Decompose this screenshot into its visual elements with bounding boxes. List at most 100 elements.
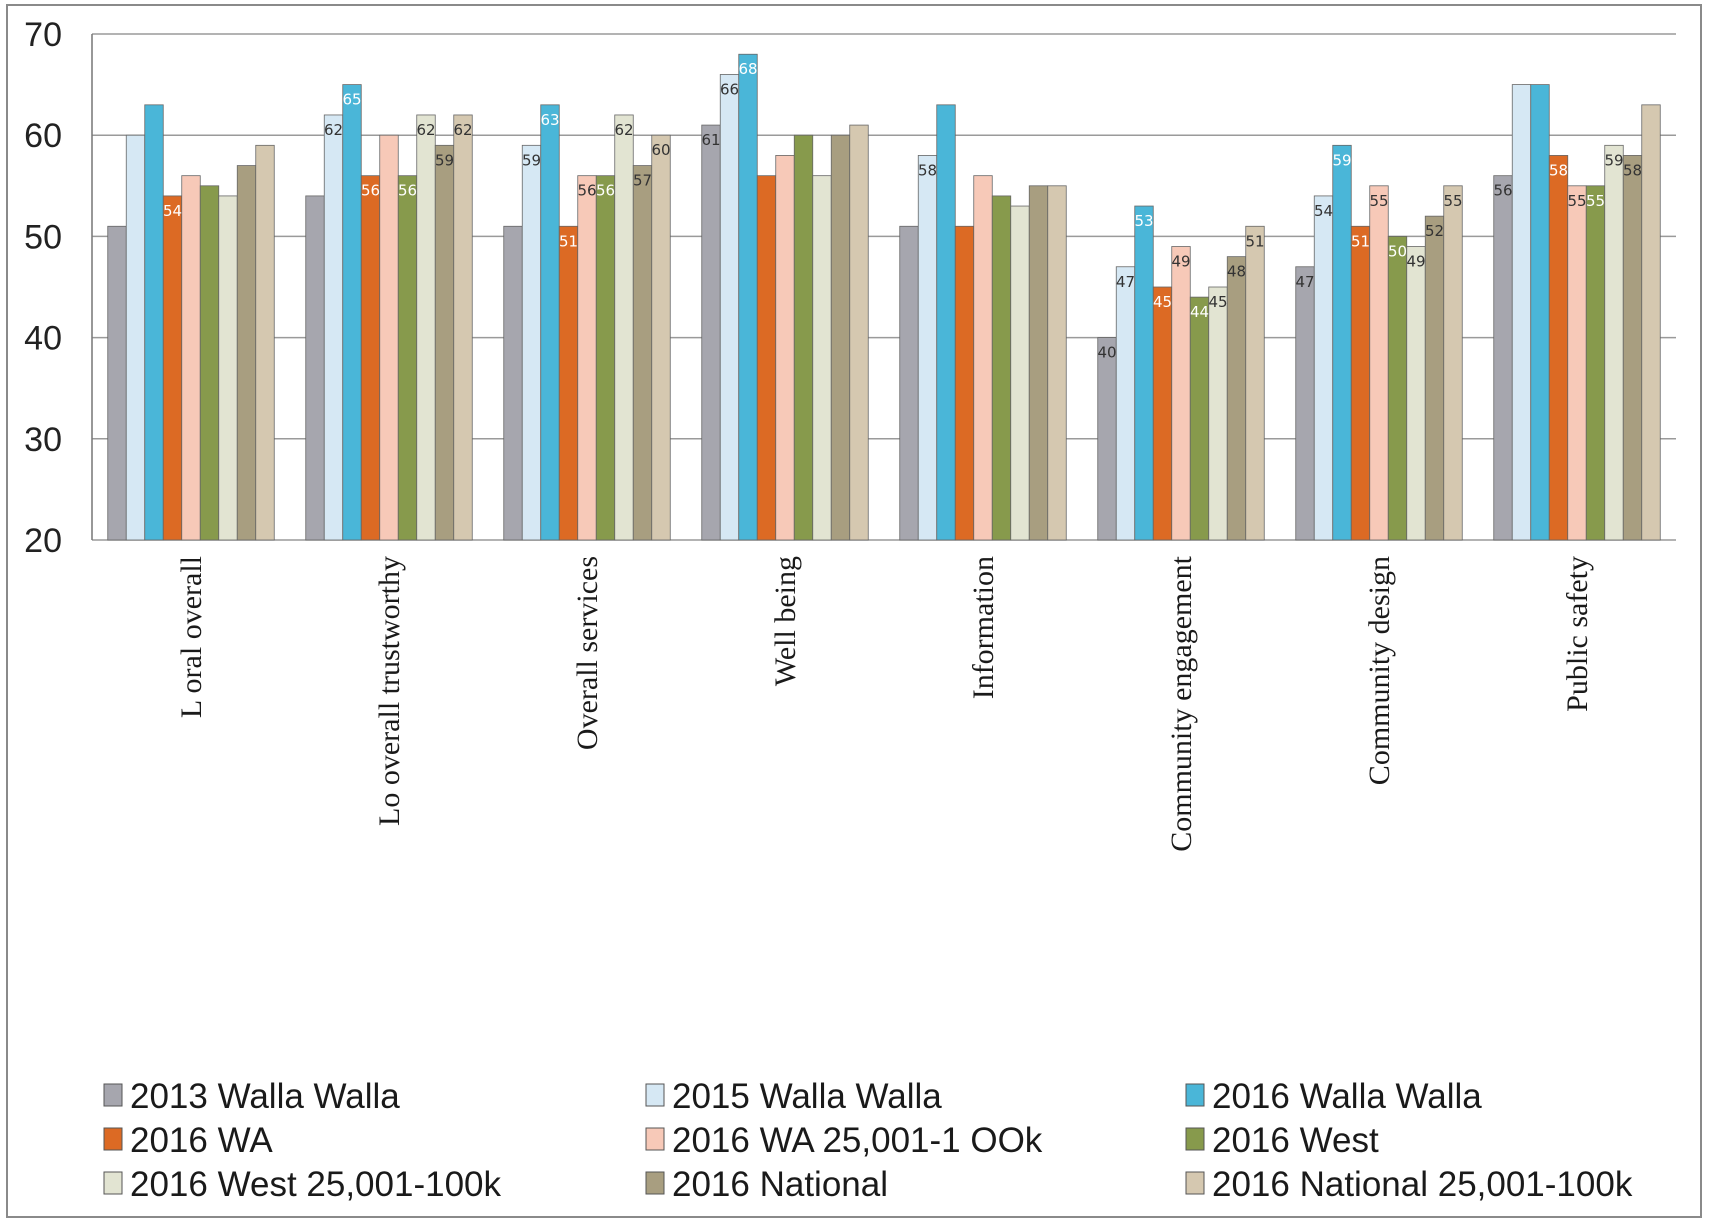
category-label: Public safety	[1561, 556, 1594, 712]
y-axis: 20 30 40 50 60 70	[24, 16, 93, 560]
category-label: Lo overall trustworthy	[373, 556, 406, 826]
bar-2-1	[521, 144, 542, 541]
legend-swatch	[1185, 1083, 1205, 1107]
data-label: 51	[559, 232, 578, 250]
bar-5-8	[1245, 225, 1265, 541]
data-label: 55	[1369, 192, 1388, 210]
bar-3-7	[830, 134, 851, 541]
legend-swatch	[103, 1083, 123, 1107]
category-label: Community design	[1363, 556, 1396, 785]
y-tick-label: 70	[24, 16, 62, 54]
bar-7-1	[1511, 84, 1532, 541]
y-tick-label: 50	[24, 218, 62, 256]
data-label: 51	[1245, 232, 1264, 250]
data-label: 45	[1153, 293, 1172, 311]
bar-3-1	[719, 74, 740, 541]
bar-4-7	[1028, 185, 1049, 541]
legend-swatch	[1185, 1171, 1205, 1195]
bar-1-6	[416, 114, 436, 541]
data-label: 51	[1351, 232, 1370, 250]
bar-7-7	[1622, 155, 1643, 541]
data-label: 49	[1406, 253, 1425, 271]
data-label: 59	[522, 151, 541, 169]
data-label: 56	[577, 182, 596, 200]
y-tick-label: 40	[24, 320, 62, 358]
data-label: 58	[1623, 161, 1642, 179]
bar-1-1	[323, 114, 344, 541]
data-label: 60	[651, 141, 670, 159]
legend-swatch	[103, 1127, 123, 1151]
bar-2-4	[577, 175, 597, 541]
bar-0-3	[162, 195, 183, 541]
legend-label: 2016 National 25,001-100k	[1212, 1165, 1633, 1204]
data-label: 56	[398, 182, 417, 200]
bar-5-0	[1097, 337, 1117, 541]
legend-label: 2016 West 25,001-100k	[130, 1165, 502, 1204]
data-label: 62	[614, 121, 633, 139]
legend-swatch	[103, 1171, 123, 1195]
data-label: 68	[738, 60, 757, 78]
bar-4-2	[936, 104, 956, 541]
bar-1-2	[342, 84, 362, 541]
data-label: 54	[1314, 202, 1333, 220]
bar-2-6	[614, 114, 634, 541]
bar-1-4	[379, 134, 399, 541]
bar-2-5	[595, 175, 616, 541]
data-label: 50	[1388, 242, 1407, 260]
bars	[107, 53, 1661, 541]
data-label: 57	[633, 172, 652, 190]
bar-6-2	[1332, 144, 1352, 541]
bar-7-4	[1567, 185, 1587, 541]
bar-0-4	[181, 175, 201, 541]
bar-6-1	[1313, 195, 1334, 541]
data-label: 53	[1134, 212, 1153, 230]
legend-label: 2016 Walla Walla	[1212, 1077, 1482, 1116]
bar-7-0	[1493, 175, 1513, 541]
bar-5-4	[1171, 246, 1191, 541]
bar-3-5	[793, 134, 814, 541]
data-label: 55	[1586, 192, 1605, 210]
y-tick-label: 20	[24, 522, 62, 560]
legend-swatch	[645, 1083, 665, 1107]
bar-5-1	[1115, 266, 1136, 541]
bar-4-8	[1047, 185, 1067, 541]
bar-0-2	[144, 104, 164, 541]
bar-4-4	[973, 175, 993, 541]
legend-label: 2016 West	[1212, 1121, 1379, 1160]
bar-1-3	[360, 175, 381, 541]
bar-7-6	[1604, 144, 1624, 541]
bar-3-2	[738, 53, 758, 541]
data-label: 47	[1116, 273, 1135, 291]
bar-5-6	[1208, 286, 1228, 541]
data-label: 44	[1190, 303, 1209, 321]
bar-0-5	[199, 185, 220, 541]
legend-swatch	[645, 1171, 665, 1195]
bar-6-5	[1387, 235, 1408, 541]
data-label: 48	[1227, 263, 1246, 281]
data-label: 59	[1332, 151, 1351, 169]
data-label: 66	[720, 80, 739, 98]
legend: 2013 Walla Walla 2015 Walla Walla 2016 Wal…	[103, 1077, 1633, 1204]
data-label: 49	[1171, 253, 1190, 271]
legend-label: 2016 National	[672, 1165, 888, 1204]
bar-7-8	[1641, 104, 1661, 541]
bar-1-0	[305, 195, 325, 541]
bar-4-0	[899, 225, 919, 541]
data-label: 56	[596, 182, 615, 200]
data-label: 59	[435, 151, 454, 169]
bar-5-2	[1134, 205, 1154, 541]
bar-7-2	[1530, 84, 1550, 541]
bar-1-7	[434, 144, 455, 541]
category-label: Overall services	[571, 556, 604, 750]
bar-6-4	[1369, 185, 1389, 541]
data-label: 58	[918, 161, 937, 179]
data-label: 62	[416, 121, 435, 139]
legend-label: 2016 WA	[130, 1121, 273, 1160]
bar-4-6	[1010, 205, 1030, 541]
bar-6-8	[1443, 185, 1463, 541]
data-label: 40	[1097, 344, 1116, 362]
legend-label: 2016 WA 25,001-1 OOk	[672, 1121, 1043, 1160]
legend-label: 2013 Walla Walla	[130, 1077, 400, 1116]
